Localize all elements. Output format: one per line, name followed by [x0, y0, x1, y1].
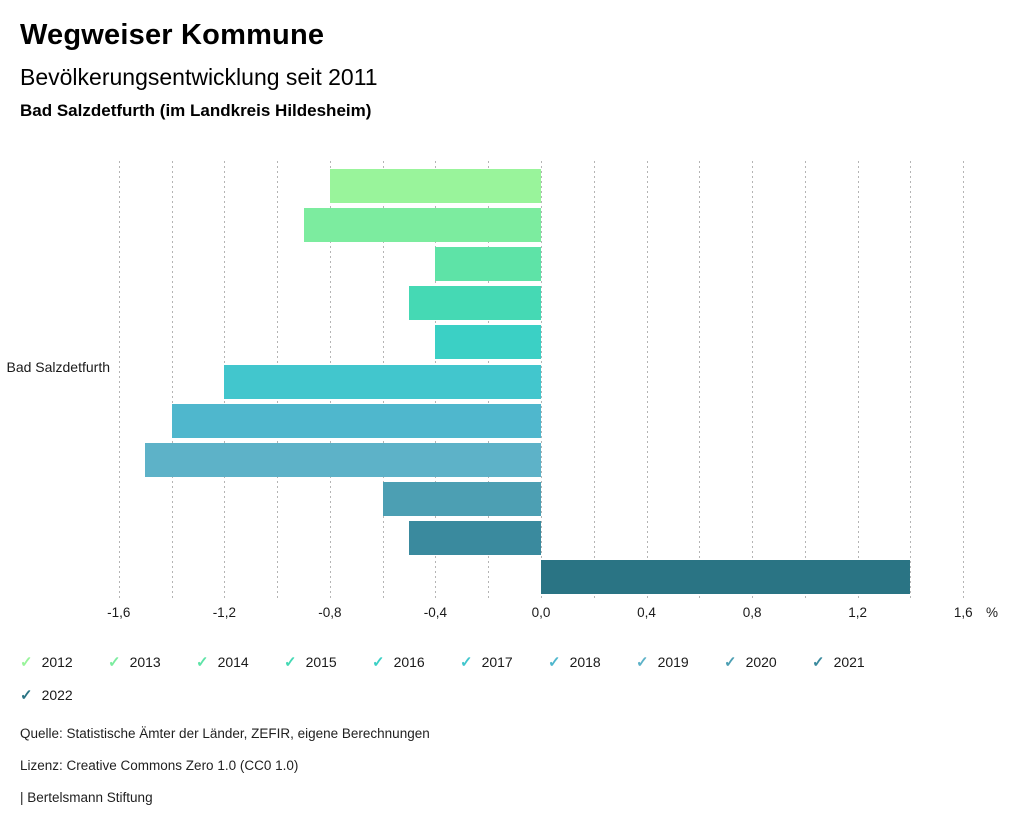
gridline [804, 161, 806, 601]
legend-item-2013[interactable]: ✓ 2013 [108, 653, 196, 671]
legend-year-label: 2018 [569, 654, 601, 670]
checkmark-icon: ✓ [724, 653, 737, 671]
legend-item-2021[interactable]: ✓ 2021 [812, 653, 900, 671]
gridline [699, 161, 701, 601]
legend: ✓ 2012 ✓ 2013 ✓ 2014 ✓ 2015 ✓ 2016 ✓ 2017 ✓ 2018 ✓ 2019… [20, 653, 920, 704]
bar-2017[interactable] [224, 364, 541, 399]
attribution-text: | Bertelsmann Stiftung [20, 790, 153, 805]
bar-2020[interactable] [382, 481, 541, 516]
gridline [593, 161, 595, 601]
source-text: Quelle: Statistische Ämter der Länder, Z… [20, 726, 430, 741]
legend-year-label: 2019 [657, 654, 689, 670]
legend-year-label: 2015 [305, 654, 337, 670]
legend-year-label: 2013 [129, 654, 161, 670]
legend-year-label: 2016 [393, 654, 425, 670]
bar-2018[interactable] [171, 403, 541, 438]
checkmark-icon: ✓ [196, 653, 209, 671]
checkmark-icon: ✓ [636, 653, 649, 671]
x-axis-unit-label: % [985, 605, 998, 620]
legend-item-2022[interactable]: ✓ 2022 [20, 686, 108, 704]
legend-item-2014[interactable]: ✓ 2014 [196, 653, 284, 671]
bar-2019[interactable] [145, 442, 541, 477]
legend-year-label: 2014 [217, 654, 249, 670]
gridline [646, 161, 648, 601]
plot-area: % -1,6 -1,2 -0,8 -0,4 0,0 0,4 0,8 1,2 1,6 [66, 161, 1016, 626]
checkmark-icon: ✓ [108, 653, 121, 671]
x-tick-label: 1,2 [848, 605, 868, 620]
x-tick-label: -0,4 [423, 605, 448, 620]
gridline [171, 161, 173, 601]
gridline [752, 161, 754, 601]
checkmark-icon: ✓ [284, 653, 297, 671]
legend-item-2015[interactable]: ✓ 2015 [284, 653, 372, 671]
bar-2022[interactable] [541, 560, 911, 594]
gridline [118, 161, 120, 601]
bar-2014[interactable] [435, 247, 541, 282]
x-tick-label: -0,8 [318, 605, 342, 620]
bar-2012[interactable] [329, 169, 541, 203]
gridline [857, 161, 859, 601]
gridline [541, 161, 542, 601]
checkmark-icon: ✓ [20, 686, 33, 704]
bar-2013[interactable] [303, 208, 541, 243]
x-tick-label: 1,6 [953, 605, 973, 620]
license-text: Lizenz: Creative Commons Zero 1.0 (CC0 1… [20, 758, 299, 773]
legend-year-label: 2021 [833, 654, 865, 670]
x-tick-label: -1,2 [212, 605, 236, 620]
legend-item-2017[interactable]: ✓ 2017 [460, 653, 548, 671]
bar-chart: Bad Salzdetfurth % -1,6 -1,2 -0,8 -0,4 0,0 0,… [0, 161, 1024, 631]
app-title: Wegweiser Kommune [20, 19, 325, 51]
checkmark-icon: ✓ [20, 653, 33, 671]
x-tick-label: 0,0 [531, 605, 551, 620]
x-tick-label: 0,4 [637, 605, 656, 620]
x-tick-label: 0,8 [742, 605, 762, 620]
legend-year-label: 2017 [481, 654, 513, 670]
checkmark-icon: ✓ [812, 653, 825, 671]
checkmark-icon: ✓ [548, 653, 561, 671]
legend-year-label: 2020 [745, 654, 777, 670]
checkmark-icon: ✓ [372, 653, 385, 671]
legend-item-2019[interactable]: ✓ 2019 [636, 653, 724, 671]
bar-2015[interactable] [409, 286, 541, 321]
gridline [910, 161, 912, 601]
footer: Quelle: Statistische Ämter der Länder, Z… [20, 726, 430, 822]
y-axis-category-label: Bad Salzdetfurth [6, 359, 110, 375]
legend-year-label: 2012 [41, 654, 73, 670]
x-tick-label: -1,6 [107, 605, 131, 620]
bar-2016[interactable] [435, 325, 541, 360]
legend-item-2020[interactable]: ✓ 2020 [724, 653, 812, 671]
legend-item-2012[interactable]: ✓ 2012 [20, 653, 108, 671]
checkmark-icon: ✓ [460, 653, 473, 671]
legend-year-label: 2022 [41, 687, 73, 703]
legend-item-2016[interactable]: ✓ 2016 [372, 653, 460, 671]
bar-2021[interactable] [409, 520, 541, 555]
region-title: Bad Salzdetfurth (im Landkreis Hildeshei… [20, 101, 372, 120]
legend-item-2018[interactable]: ✓ 2018 [548, 653, 636, 671]
chart-title: Bevölkerungsentwicklung seit 2011 [20, 64, 378, 90]
gridline [963, 161, 965, 601]
